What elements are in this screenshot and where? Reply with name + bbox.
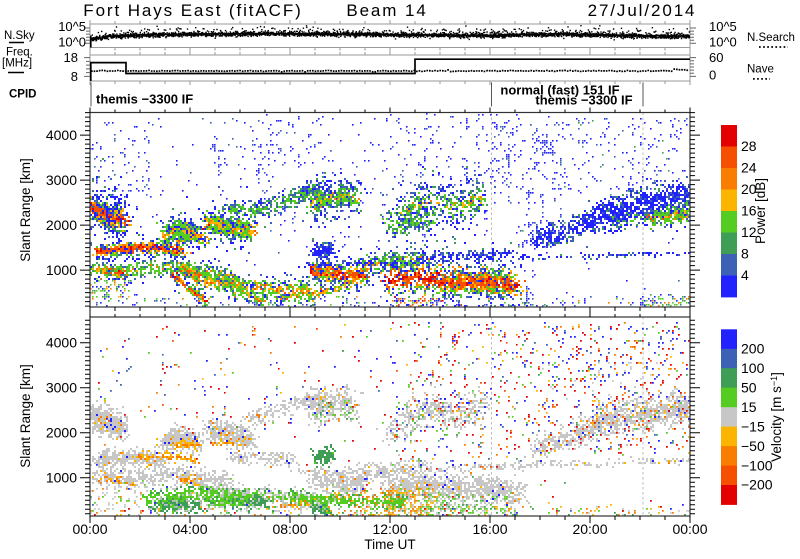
svg-text:15: 15	[741, 399, 757, 415]
svg-text:1000: 1000	[46, 262, 77, 278]
svg-text:20: 20	[741, 181, 757, 197]
svg-text:4000: 4000	[46, 334, 77, 350]
svg-text:50: 50	[741, 379, 757, 395]
svg-text:24: 24	[741, 160, 757, 176]
svg-text:8: 8	[741, 246, 749, 262]
svg-text:12: 12	[741, 224, 757, 240]
svg-text:100: 100	[741, 360, 765, 376]
svg-text:10^0: 10^0	[58, 34, 86, 49]
svg-text:4000: 4000	[46, 127, 77, 143]
svg-text:N.Search: N.Search	[747, 32, 795, 44]
svg-text:Power [dB]: Power [dB]	[753, 178, 768, 244]
svg-text:Velocity [m s−1]: Velocity [m s−1]	[769, 372, 784, 462]
svg-text:themis −3300 IF: themis −3300 IF	[96, 92, 193, 107]
svg-text:27/Jul/2014: 27/Jul/2014	[588, 1, 697, 20]
svg-text:Nave: Nave	[747, 64, 774, 76]
svg-text:18: 18	[64, 50, 78, 65]
svg-text:200: 200	[741, 341, 765, 357]
svg-text:0: 0	[709, 68, 716, 83]
svg-text:Freq.: Freq.	[6, 47, 33, 59]
svg-text:00:00: 00:00	[672, 521, 707, 537]
svg-text:8: 8	[71, 69, 78, 84]
svg-text:10^5: 10^5	[58, 19, 86, 34]
svg-text:2000: 2000	[46, 217, 77, 233]
svg-text:00:00: 00:00	[72, 521, 107, 537]
svg-text:−200: −200	[741, 477, 773, 493]
svg-text:−100: −100	[741, 457, 773, 473]
svg-text:60: 60	[709, 50, 723, 65]
svg-text:Time UT: Time UT	[364, 537, 415, 552]
svg-text:3000: 3000	[46, 172, 77, 188]
svg-text:28: 28	[741, 138, 757, 154]
svg-text:16: 16	[741, 203, 757, 219]
svg-text:12:00: 12:00	[372, 521, 407, 537]
svg-text:4: 4	[741, 267, 749, 283]
svg-text:10^5: 10^5	[709, 19, 737, 34]
svg-text:normal (fast) 151 IF: normal (fast) 151 IF	[500, 82, 619, 97]
svg-text:1000: 1000	[46, 469, 77, 485]
svg-text:N.Sky: N.Sky	[4, 30, 35, 42]
svg-text:Slant Range [km]: Slant Range [km]	[18, 364, 33, 468]
svg-text:20:00: 20:00	[572, 521, 607, 537]
svg-text:3000: 3000	[46, 379, 77, 395]
svg-text:CPID: CPID	[9, 89, 36, 101]
svg-text:Fort Hays East (fitACF): Fort Hays East (fitACF)	[83, 1, 302, 20]
svg-text:themis −3300 IF: themis −3300 IF	[535, 93, 632, 108]
svg-text:Beam 14: Beam 14	[346, 1, 427, 20]
svg-text:16:00: 16:00	[472, 521, 507, 537]
svg-text:2000: 2000	[46, 424, 77, 440]
svg-text:−15: −15	[741, 418, 765, 434]
svg-text:10^0: 10^0	[709, 34, 737, 49]
svg-text:08:00: 08:00	[272, 521, 307, 537]
svg-text:[MHz]: [MHz]	[2, 58, 32, 70]
svg-text:Slant Range [km]: Slant Range [km]	[18, 158, 33, 262]
svg-text:04:00: 04:00	[172, 521, 207, 537]
svg-text:−50: −50	[741, 438, 765, 454]
